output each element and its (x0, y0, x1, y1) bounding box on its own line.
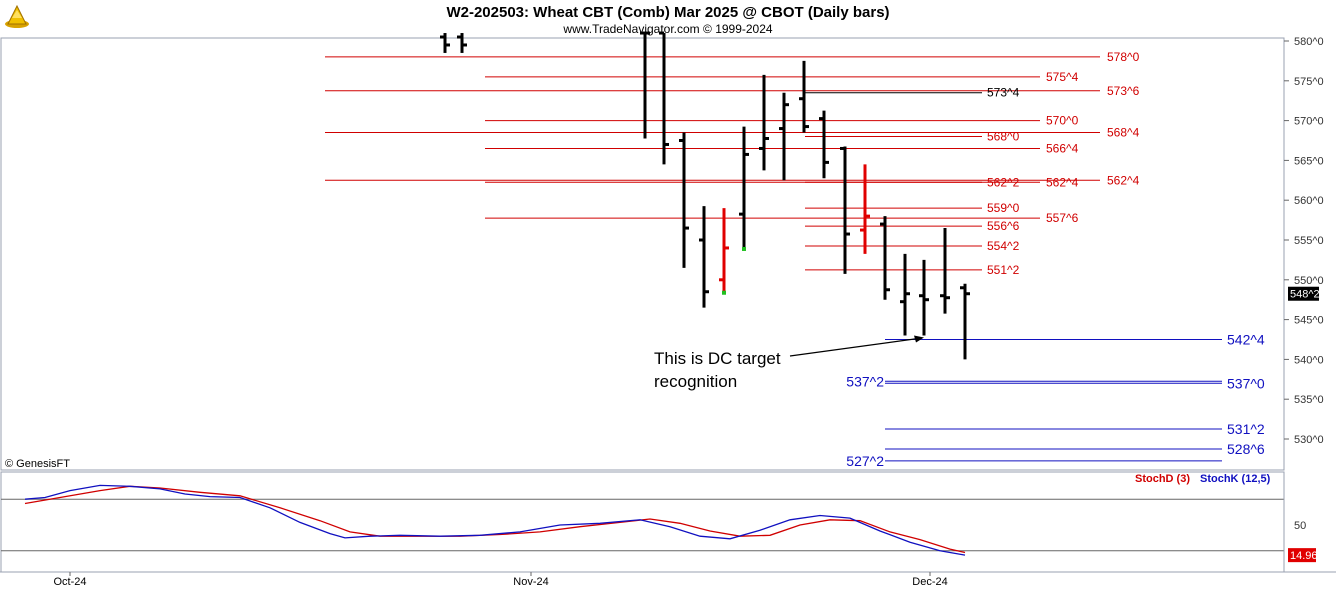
ohlc-bar (679, 132, 689, 268)
copyright-label: © GenesisFT (5, 458, 70, 470)
level-label: 537^2 (846, 373, 884, 389)
level-label: 556^6 (987, 219, 1020, 233)
annotation-text-line: This is DC target (654, 349, 781, 368)
ohlc-bar (779, 92, 789, 181)
level-label: 537^0 (1227, 375, 1265, 391)
price-tick-label: 570^0 (1294, 116, 1324, 128)
price-tick-label: 530^0 (1294, 434, 1324, 446)
level-label: 528^6 (1227, 441, 1265, 457)
signal-marker (722, 290, 726, 295)
price-axis: 580^0 575^0 570^0 565^0 560^0 555^0 550^0 545^0… (1283, 36, 1324, 470)
level-label: 531^2 (1227, 421, 1265, 437)
ohlc-bar (880, 216, 890, 300)
level-label: 566^4 (1046, 141, 1079, 155)
month-label: Nov-24 (513, 576, 548, 588)
last-price-marker: 548^2 (1288, 286, 1320, 301)
ohlc-bar (860, 164, 870, 254)
month-label: Oct-24 (53, 576, 86, 588)
stochastic-series-line (24, 484, 966, 556)
price-tick-label: 575^0 (1294, 76, 1324, 88)
signal-marker (742, 246, 746, 251)
stochastic-tick-label: 50 (1294, 520, 1306, 532)
legend-stochd: StochD (3) (1135, 473, 1190, 485)
ohlc-bar (640, 31, 650, 139)
ohlc-bar (900, 253, 910, 336)
annotation: This is DC target recognition (654, 335, 924, 391)
chart-title: W2-202503: Wheat CBT (Comb) Mar 2025 @ C… (446, 4, 889, 21)
ohlc-bar (739, 126, 749, 248)
stochastic-panel (0, 471, 1285, 573)
stochastic-last-box (1288, 548, 1316, 563)
ohlc-bar (699, 206, 709, 308)
price-tick-label: 555^0 (1294, 235, 1324, 247)
ohlc-bar (440, 33, 450, 53)
level-label: 542^4 (1227, 332, 1265, 348)
last-price-label: 548^2 (1290, 289, 1320, 301)
level-label: 573^6 (1107, 84, 1140, 98)
price-tick-label: 560^0 (1294, 195, 1324, 207)
time-axis: Oct-24 Nov-24 Dec-24 (53, 572, 948, 588)
ohlc-bar (919, 259, 929, 336)
price-tick-label: 550^0 (1294, 275, 1324, 287)
annotation-arrow (789, 337, 919, 357)
price-bars (440, 31, 970, 360)
last-price-box (1288, 286, 1319, 301)
ohlc-bar (759, 74, 769, 171)
projection-levels: 578^0 575^4 573^6 573^4 570^0 568^4 568^0 566^4… (325, 50, 1265, 469)
price-tick-label: 580^0 (1294, 36, 1324, 48)
ohlc-bar (719, 208, 729, 292)
arrow-head-icon (914, 335, 924, 343)
stochastic-last-label: 14.96 (1290, 550, 1318, 562)
ohlc-bar (819, 110, 829, 179)
legend-stochk: StochK (12,5) (1200, 473, 1271, 485)
ohlc-bar (659, 31, 669, 165)
level-label: 551^2 (987, 263, 1020, 277)
level-label: 557^6 (1046, 211, 1079, 225)
logo-icon (5, 4, 29, 28)
ohlc-bar (940, 228, 950, 314)
chart-subtitle: www.TradeNavigator.com © 1999-2024 (562, 22, 772, 36)
level-label: 559^0 (987, 201, 1020, 215)
month-label: Dec-24 (912, 576, 947, 588)
ohlc-bar (960, 283, 970, 360)
ohlc-bar (457, 33, 467, 53)
level-label: 573^4 (987, 86, 1020, 100)
level-label: 527^2 (846, 453, 884, 469)
price-tick-label: 545^0 (1294, 315, 1324, 327)
stochastic-series-line (24, 485, 966, 554)
level-label: 562^4 (1046, 175, 1079, 189)
level-label: 568^4 (1107, 126, 1140, 140)
ohlc-bar (840, 146, 850, 274)
price-tick-label: 565^0 (1294, 155, 1324, 167)
price-tick-label: 535^0 (1294, 394, 1324, 406)
level-label: 575^4 (1046, 70, 1079, 84)
annotation-text-line: recognition (654, 372, 737, 391)
stochastic-legend: StochD (3) StochK (12,5) (1135, 473, 1271, 485)
level-label: 554^2 (987, 239, 1020, 253)
level-label: 578^0 (1107, 50, 1140, 64)
price-panel (0, 37, 1285, 471)
level-label: 562^2 (987, 175, 1020, 189)
level-label: 562^4 (1107, 173, 1140, 187)
level-label: 568^0 (987, 130, 1020, 144)
price-tick-label: 540^0 (1294, 354, 1324, 366)
ohlc-bar (799, 60, 809, 133)
header: W2-202503: Wheat CBT (Comb) Mar 2025 @ C… (5, 4, 890, 36)
stochastic-axis: 50 14.96 (1283, 472, 1318, 572)
level-label: 570^0 (1046, 114, 1079, 128)
stochastic-lines (1, 484, 1284, 556)
